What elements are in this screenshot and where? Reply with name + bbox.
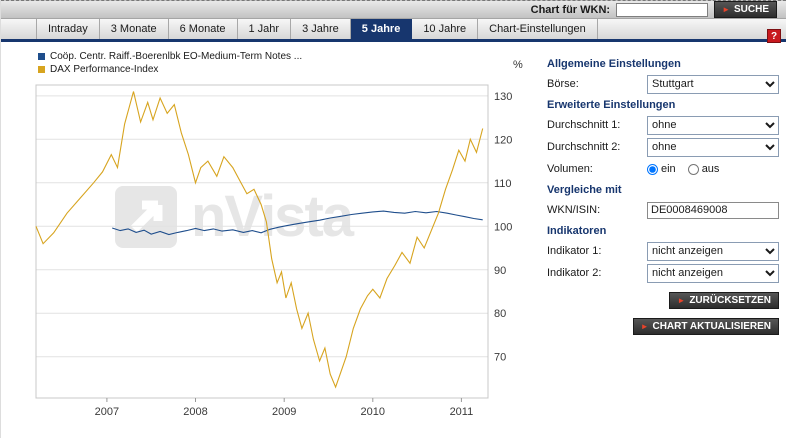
durchschnitt1-select[interactable]: ohne [647,115,779,135]
volumen-radio-group: ein aus [647,163,779,175]
y-tick-label: 70 [494,352,506,364]
tab-1-jahr[interactable]: 1 Jahr [238,19,292,39]
tab-6-monate[interactable]: 6 Monate [169,19,238,39]
x-tick-label: 2008 [183,406,207,418]
chart-settings-panel: Allgemeine Einstellungen Börse: Stuttgar… [547,53,779,335]
extended-settings-heading: Erweiterte Einstellungen [547,99,676,111]
general-settings-heading: Allgemeine Einstellungen [547,58,681,70]
tab-intraday[interactable]: Intraday [37,19,100,39]
price-chart: 70 80 90 100 110 120 130 2007 2008 2009 2010 2011 [35,84,512,418]
zuruecksetzen-button[interactable]: ► ZURÜCKSETZEN [669,292,779,309]
series-line-1 [35,91,484,389]
y-tick-label: 80 [494,308,506,320]
reset-button-row: ► ZURÜCKSETZEN [547,292,779,309]
indikator2-label: Indikator 2: [547,267,602,279]
y-tick-label: 120 [494,134,512,146]
help-button[interactable]: ? [767,29,781,43]
zuruecksetzen-label: ZURÜCKSETZEN [689,295,771,306]
onvista-watermark: nVista [113,184,354,250]
tab-10-jahre[interactable]: 10 Jahre [412,19,479,39]
wkn-isin-input[interactable] [647,201,779,219]
watermark-text: nVista [191,184,354,249]
suche-button-label: SUCHE [733,4,769,15]
tab-bar: Intraday 3 Monate 6 Monate 1 Jahr 3 Jahre 5 J… [1,19,786,42]
chart-legend: Coöp. Centr. Raiff.-Boerenlbk EO-Medium-… [38,50,302,76]
volumen-aus-label: aus [701,163,720,175]
update-button-row: ► CHART AKTUALISIEREN [547,318,779,335]
volumen-aus-radio[interactable] [687,163,699,175]
volumen-row: Volumen: ein aus [547,159,779,179]
x-tick-label: 2010 [361,406,385,418]
volumen-label: Volumen: [547,163,593,175]
tab-3-jahre[interactable]: 3 Jahre [291,19,351,39]
indikator1-select[interactable]: nicht anzeigen [647,241,779,261]
indikator2-select[interactable]: nicht anzeigen [647,263,779,283]
volumen-ein-radio[interactable] [647,163,658,175]
durchschnitt2-row: Durchschnitt 2: ohne [547,137,779,157]
chart-content: nVista 70 80 90 100 110 120 130 2007 2008 2009 201… [1,42,786,438]
tab-chart-einstellungen[interactable]: Chart-Einstellungen [478,19,598,39]
wkn-isin-label: WKN/ISIN: [547,204,601,216]
durchschnitt2-label: Durchschnitt 2: [547,141,621,153]
boerse-select[interactable]: Stuttgart [647,74,779,94]
indikator1-label: Indikator 1: [547,245,602,257]
red-arrow-icon: ► [677,295,686,305]
topbar: Chart für WKN: ► SUCHE [1,0,786,19]
x-tick-label: 2011 [450,406,474,418]
legend-item: DAX Performance-Index [38,63,302,76]
y-tick-label: 130 [494,91,512,103]
boerse-row: Börse: Stuttgart [547,74,779,94]
y-tick-label: 100 [494,221,512,233]
x-tick-label: 2009 [272,406,296,418]
wkn-isin-row: WKN/ISIN: [547,200,779,220]
red-arrow-icon: ► [722,4,730,14]
volumen-ein-option[interactable]: ein [647,163,676,175]
indikator1-row: Indikator 1: nicht anzeigen [547,241,779,261]
plot-border [35,84,489,399]
legend-swatch-icon [38,66,45,73]
tab-3-monate[interactable]: 3 Monate [100,19,169,39]
y-tick-label: 110 [494,178,512,190]
indicators-heading: Indikatoren [547,225,607,237]
legend-label: DAX Performance-Index [50,64,159,75]
durchschnitt1-row: Durchschnitt 1: ohne [547,115,779,135]
period-tabs: Intraday 3 Monate 6 Monate 1 Jahr 3 Jahre 5 J… [36,19,786,39]
y-tick-label: 90 [494,265,506,277]
tab-5-jahre[interactable]: 5 Jahre [350,19,413,39]
chart-aktualisieren-button[interactable]: ► CHART AKTUALISIEREN [632,318,779,335]
durchschnitt1-label: Durchschnitt 1: [547,119,621,131]
chart-wkn-label: Chart für WKN: [530,3,611,16]
wkn-search-input[interactable] [616,2,709,17]
compare-heading: Vergleiche mit [547,184,622,196]
suche-button[interactable]: ► SUCHE [714,1,777,18]
legend-label: Coöp. Centr. Raiff.-Boerenlbk EO-Medium-… [50,51,303,62]
volumen-ein-label: ein [661,163,676,175]
durchschnitt2-select[interactable]: ohne [647,137,779,157]
chart-aktualisieren-label: CHART AKTUALISIEREN [652,321,771,332]
red-arrow-icon: ► [640,321,649,331]
volumen-aus-option[interactable]: aus [687,163,720,175]
legend-item: Coöp. Centr. Raiff.-Boerenlbk EO-Medium-… [38,50,302,63]
y-axis-unit-label: % [513,59,523,71]
boerse-label: Börse: [547,78,579,90]
series-line-0 [112,210,483,236]
legend-swatch-icon [38,53,45,60]
indikator2-row: Indikator 2: nicht anzeigen [547,263,779,283]
x-tick-label: 2007 [95,406,119,418]
